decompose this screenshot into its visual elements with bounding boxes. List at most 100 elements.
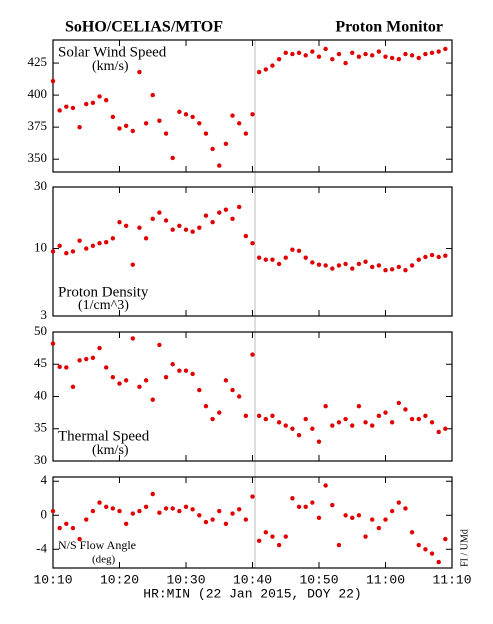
data-point: [270, 413, 275, 419]
data-point: [376, 49, 382, 54]
data-point: [403, 267, 408, 273]
header-right: Proton Monitor: [335, 19, 443, 36]
data-point: [416, 416, 421, 422]
data-point: [64, 521, 69, 526]
data-point: [256, 69, 262, 75]
data-point: [283, 50, 288, 56]
y-tick-label: 50: [34, 323, 47, 338]
data-point: [90, 243, 96, 249]
data-point: [110, 506, 116, 511]
data-point: [323, 403, 328, 409]
y-tick-label: 425: [28, 54, 48, 69]
data-point: [330, 502, 335, 508]
panel-title: N/S Flow Angle: [58, 538, 136, 552]
data-point: [143, 378, 149, 383]
data-point: [197, 513, 202, 518]
data-point: [177, 109, 182, 114]
data-point: [316, 515, 322, 521]
data-point: [163, 218, 169, 223]
data-point: [443, 536, 448, 542]
data-point: [436, 254, 441, 260]
data-point: [104, 365, 109, 370]
data-point: [356, 54, 362, 59]
data-point: [237, 394, 242, 399]
data-point: [84, 101, 89, 107]
x-tick-label: 10:50: [299, 572, 338, 587]
data-point: [130, 511, 135, 516]
data-point: [237, 121, 242, 126]
data-point: [210, 220, 215, 225]
data-point: [163, 374, 169, 380]
data-point: [283, 534, 288, 539]
data-point: [223, 207, 229, 212]
data-point: [97, 345, 102, 351]
data-point: [243, 517, 249, 522]
data-point: [177, 508, 182, 514]
data-point: [323, 46, 328, 52]
data-point: [197, 387, 202, 393]
data-point: [123, 223, 129, 229]
data-point: [137, 69, 142, 75]
y-tick-label: 30: [34, 452, 47, 467]
data-point: [416, 257, 421, 262]
y-tick-label: 35: [34, 420, 47, 435]
data-point: [210, 146, 215, 152]
data-point: [64, 251, 69, 256]
data-point: [290, 496, 295, 501]
data-point: [117, 508, 122, 514]
data-point: [57, 108, 62, 113]
data-point: [57, 243, 62, 249]
data-point: [276, 420, 282, 425]
data-point: [423, 547, 428, 552]
data-point: [157, 210, 162, 215]
data-point: [77, 536, 82, 542]
data-point: [396, 57, 401, 62]
data-point: [183, 504, 189, 509]
data-point: [383, 517, 388, 522]
data-point: [316, 439, 322, 444]
data-point: [50, 508, 56, 514]
data-point: [130, 336, 135, 341]
data-point: [310, 426, 315, 431]
data-point: [389, 508, 395, 514]
data-point: [77, 358, 82, 363]
data-point: [130, 262, 135, 267]
data-point: [303, 504, 308, 509]
data-point: [296, 50, 302, 56]
data-point: [429, 551, 435, 556]
data-point: [170, 362, 175, 367]
data-point: [143, 121, 149, 126]
data-point: [376, 525, 382, 531]
data-point: [223, 378, 229, 383]
x-tick-label: 10:20: [100, 572, 139, 587]
panel-unit: (deg): [92, 554, 116, 566]
data-point: [283, 255, 288, 260]
data-point: [217, 508, 222, 514]
header-left: SoHO/CELIAS/MTOF: [65, 19, 223, 36]
data-point: [123, 123, 129, 129]
side-note: FI / UMd: [459, 529, 470, 567]
data-point: [104, 98, 109, 103]
data-point: [276, 57, 282, 62]
data-point: [157, 342, 162, 348]
panel-title: Solar Wind Speed: [58, 44, 167, 60]
data-point: [303, 416, 308, 422]
data-point: [190, 371, 195, 377]
data-point: [70, 525, 76, 531]
data-point: [70, 384, 76, 390]
data-point: [330, 423, 335, 428]
data-point: [237, 507, 242, 512]
data-point: [117, 381, 122, 386]
data-point: [50, 78, 56, 84]
y-tick-label: 375: [28, 118, 48, 133]
data-point: [110, 236, 116, 241]
data-point: [383, 267, 388, 273]
data-point: [203, 519, 209, 525]
data-point: [104, 239, 109, 245]
data-point: [137, 508, 142, 514]
data-point: [243, 131, 249, 136]
data-point: [117, 220, 122, 225]
y-tick-label: 45: [34, 355, 47, 370]
data-point: [290, 426, 295, 431]
